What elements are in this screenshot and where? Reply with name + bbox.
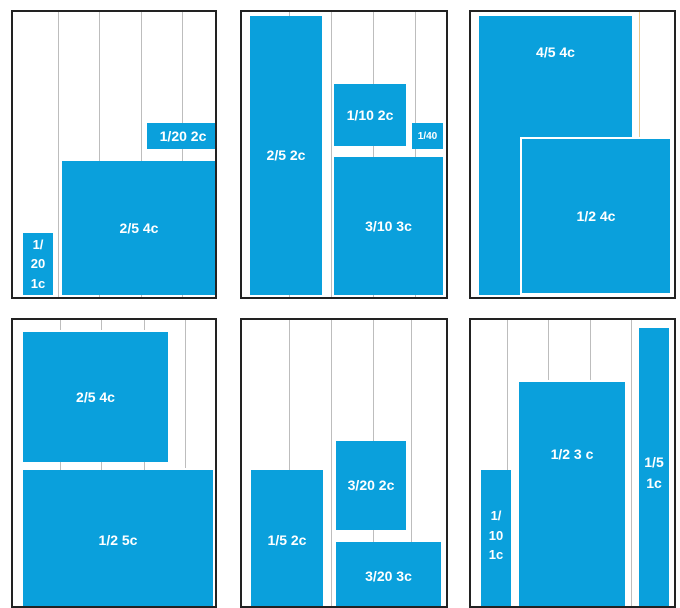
block-label: 4/5 4c [536, 44, 575, 60]
content-block: 1/40 [412, 123, 443, 149]
column-line [58, 12, 59, 297]
column-line [144, 462, 145, 470]
block-label: 3/10 3c [365, 217, 412, 234]
column-line [289, 320, 290, 606]
column-line [331, 320, 332, 606]
block-label: 1/20 2c [159, 127, 207, 144]
block-label: 1/2 5c [98, 531, 138, 548]
content-block: 1/10 2c [334, 84, 406, 146]
layout-panel-3: 4/5 4c 1/2 4c [469, 10, 676, 299]
block-label: 2/5 4c [119, 219, 159, 236]
column-line [141, 12, 142, 297]
content-block: 3/20 2c [336, 441, 406, 530]
block-label: 1/5 1c [644, 454, 664, 491]
layout-panel-5: 3/20 2c 1/5 2c 3/20 3c [240, 318, 448, 608]
layout-panel-1: 1/20 2c 2/5 4c 1/ 20 1c [11, 10, 217, 299]
column-line [373, 12, 374, 297]
layout-panel-2: 2/5 2c 1/10 2c 1/40 3/10 3c [240, 10, 448, 299]
column-line [144, 320, 145, 330]
content-block: 3/10 3c [334, 157, 443, 295]
column-line [415, 12, 416, 297]
column-line [590, 320, 591, 380]
content-block: 2/5 2c [250, 16, 322, 295]
content-block: 2/5 4c [62, 161, 215, 295]
column-line [60, 320, 61, 330]
content-block: 2/5 4c [23, 332, 168, 462]
layout-panel-6: 1/5 1c 1/ 10 1c 1/2 3 c [469, 318, 676, 608]
block-label: 1/2 4c [576, 207, 616, 224]
block-label: 1/40 [417, 130, 438, 142]
content-block: 1/ 20 1c [23, 233, 53, 295]
block-label: 3/20 3c [365, 567, 412, 584]
block-label: 3/20 2c [347, 477, 395, 493]
column-line [60, 462, 61, 470]
column-line [548, 320, 549, 380]
column-line [101, 462, 102, 470]
column-line [99, 12, 100, 297]
block-label: 2/5 2c [266, 147, 306, 163]
column-line [507, 320, 508, 606]
content-block: 1/2 4c [520, 137, 672, 295]
content-block: 1/5 2c [251, 470, 323, 606]
column-line [631, 320, 632, 606]
column-line [331, 12, 332, 297]
column-line [185, 320, 186, 468]
content-block: 1/20 2c [147, 123, 215, 149]
column-line [639, 12, 640, 137]
column-line [101, 320, 102, 330]
block-label: 1/5 2c [267, 531, 307, 548]
column-line [182, 12, 183, 297]
block-label: 1/10 2c [346, 106, 394, 123]
block-label: 2/5 4c [76, 388, 115, 405]
block-label: 1/ 20 1c [30, 236, 46, 291]
content-block: 3/20 3c [336, 542, 441, 606]
content-block: 1/2 5c [23, 470, 213, 606]
content-block: 1/5 1c [639, 328, 669, 606]
block-label: 1/ 10 1c [488, 508, 504, 562]
content-block: 1/ 10 1c [481, 470, 511, 606]
content-block: 1/2 3 c [519, 382, 625, 606]
block-label: 1/2 3 c [550, 446, 594, 462]
layout-panel-4: 2/5 4c 1/2 5c [11, 318, 217, 608]
column-line [411, 320, 412, 606]
